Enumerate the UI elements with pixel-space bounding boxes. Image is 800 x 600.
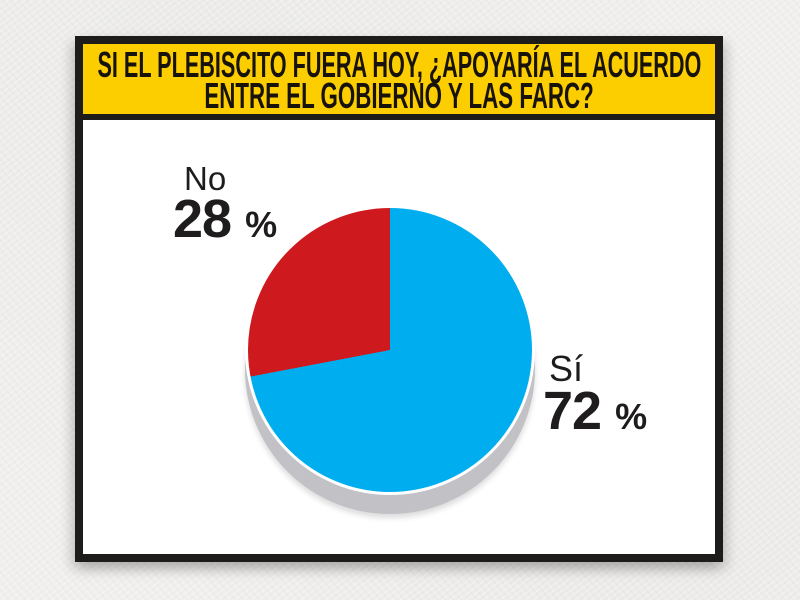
slice-value-si-number: 72	[543, 381, 602, 441]
label-no: No 28 %	[173, 162, 277, 249]
pie-chart	[245, 205, 535, 495]
infographic-panel: SI EL PLEBISCITO FUERA HOY, ¿APOYARÍA EL…	[75, 36, 723, 562]
slice-value-no-percent-sign: %	[245, 204, 278, 245]
slice-value-si-percent-sign: %	[615, 396, 648, 437]
slice-value-si: 72 %	[543, 384, 648, 441]
slice-label-no: No	[184, 160, 227, 197]
pie-chart-area: No 28 % Sí 72 %	[83, 118, 715, 554]
question-banner-line-1: SI EL PLEBISCITO FUERA HOY, ¿APOYARÍA EL…	[97, 44, 701, 85]
question-banner-line-2: ENTRE EL GOBIERNO Y LAS FARC?	[204, 75, 594, 116]
question-banner: SI EL PLEBISCITO FUERA HOY, ¿APOYARÍA EL…	[83, 44, 715, 120]
slice-value-no-number: 28	[173, 189, 232, 249]
slice-value-no: 28 %	[173, 192, 278, 249]
label-si: Sí 72 %	[543, 350, 647, 441]
slice-label-si: Sí	[549, 348, 584, 389]
